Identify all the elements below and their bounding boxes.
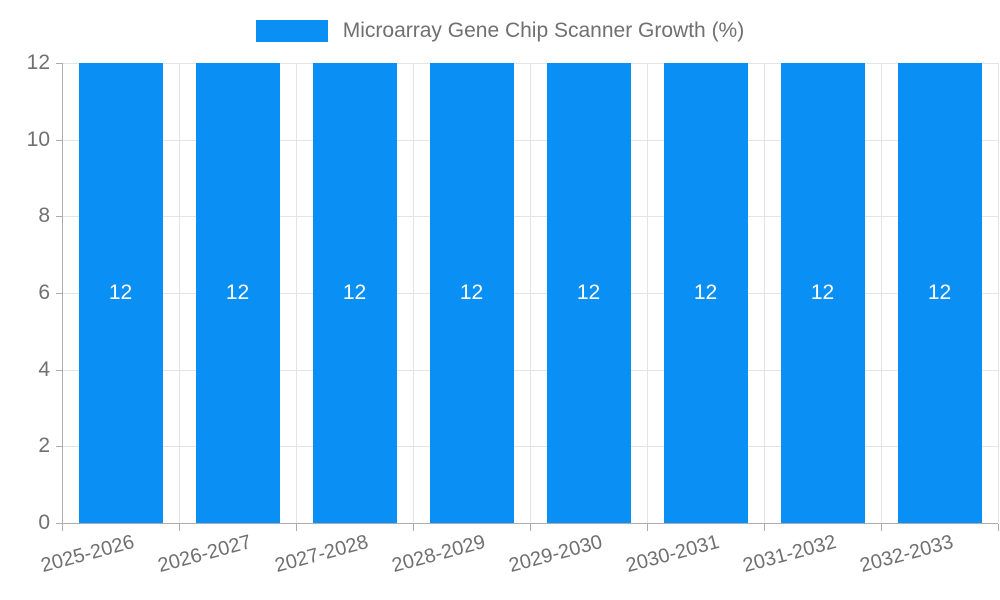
bar-value-label: 12 (342, 281, 367, 304)
x-tick-mark (413, 524, 414, 531)
bar[interactable]: 12 (312, 63, 397, 523)
bar-value-label: 12 (810, 281, 835, 304)
y-tick-label: 10 (26, 127, 50, 151)
bar-value-label: 12 (108, 281, 133, 304)
x-tick-mark (881, 524, 882, 531)
chart-title: Microarray Gene Chip Scanner Growth (%) (342, 19, 745, 42)
bar[interactable]: 12 (429, 63, 514, 523)
x-tick-mark (764, 524, 765, 531)
y-tick-mark (56, 446, 62, 448)
y-tick-mark (56, 523, 62, 524)
legend-swatch (255, 20, 328, 42)
y-tick-label: 6 (38, 281, 50, 304)
gridline-vertical (997, 63, 999, 523)
bar[interactable]: 12 (897, 63, 982, 523)
x-axis-line (62, 523, 998, 524)
bar[interactable]: 12 (195, 63, 280, 523)
y-tick-label: 0 (38, 511, 50, 534)
y-tick-label: 8 (38, 204, 50, 228)
y-tick-mark (56, 216, 62, 218)
bar-value-label: 12 (576, 281, 601, 304)
y-axis-line (62, 63, 63, 530)
y-tick-label: 12 (26, 51, 50, 74)
bar[interactable]: 12 (78, 63, 163, 523)
y-tick-label: 4 (38, 357, 50, 381)
bar-value-label: 12 (225, 281, 250, 304)
x-tick-mark (647, 524, 648, 531)
gridline-vertical (529, 63, 531, 523)
gridline-vertical (646, 63, 648, 523)
x-tick-mark (530, 524, 531, 531)
y-tick-mark (56, 369, 62, 371)
y-tick-label: 2 (38, 434, 50, 458)
gridline-vertical (178, 63, 180, 523)
gridline-vertical (412, 63, 414, 523)
bar-value-label: 12 (927, 281, 952, 304)
legend-item[interactable]: Microarray Gene Chip Scanner Growth (%) (255, 19, 745, 43)
y-tick-mark (56, 63, 62, 64)
x-tick-mark (296, 524, 297, 531)
gridline-vertical (880, 63, 882, 523)
y-tick-mark (56, 293, 62, 294)
x-tick-mark (179, 524, 180, 531)
x-tick-mark (998, 524, 999, 531)
plot-area: 12 12 12 12 12 12 12 12 (62, 63, 999, 523)
bar-value-label: 12 (459, 281, 484, 304)
gridline-vertical (763, 63, 765, 523)
bar[interactable]: 12 (780, 63, 865, 523)
legend: Microarray Gene Chip Scanner Growth (%) (0, 19, 1000, 43)
bar[interactable]: 12 (546, 63, 631, 523)
gridline-vertical (295, 63, 297, 523)
bar-value-label: 12 (693, 281, 718, 304)
y-tick-mark (56, 139, 62, 141)
bar[interactable]: 12 (663, 63, 748, 523)
